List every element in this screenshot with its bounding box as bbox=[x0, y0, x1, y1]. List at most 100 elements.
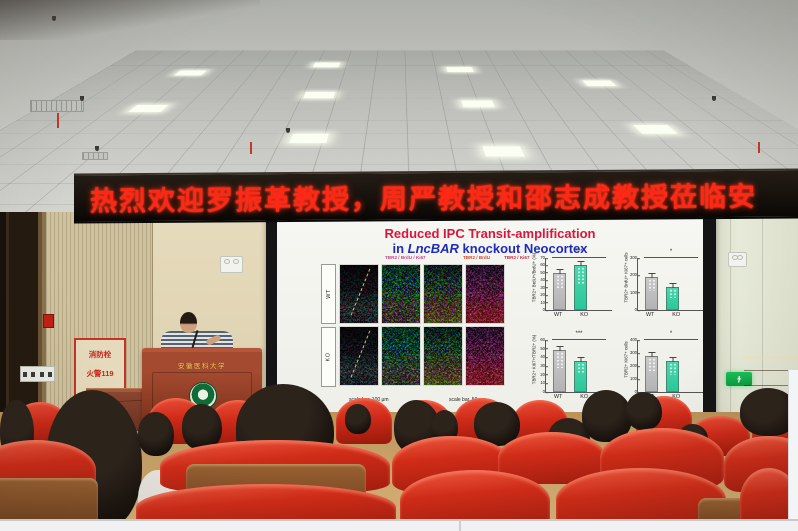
fire-pipe bbox=[758, 142, 760, 153]
stain-label: TBR2 / Ki67 bbox=[504, 255, 530, 260]
axis-tick: 200 bbox=[630, 272, 640, 278]
audience-head bbox=[474, 402, 520, 446]
running-man-icon bbox=[736, 375, 742, 383]
axis-tick: 300 bbox=[630, 255, 640, 261]
slide: Reduced IPC Transit-amplification in Lnc… bbox=[277, 219, 703, 413]
significance-stars: *** bbox=[552, 331, 606, 340]
bar-wt bbox=[645, 355, 658, 392]
fluorescence-panel bbox=[423, 326, 463, 386]
fluorescence-panel bbox=[339, 326, 379, 386]
side-door bbox=[0, 212, 46, 418]
bar-wt bbox=[645, 277, 658, 310]
chart-brdu-ratio: TBR2+ BrdU+/BrdU+ (%) *** 0 10 20 30 40 50 60 7… bbox=[517, 249, 612, 325]
bar-wt bbox=[553, 272, 566, 310]
plot-area: * 0 100 200 300 400 bbox=[630, 331, 703, 394]
stain-label: TBR2 / BrdU bbox=[463, 255, 491, 260]
axis-tick: 50 bbox=[536, 270, 548, 275]
bar-ko bbox=[666, 361, 679, 392]
sprinkler-icon bbox=[286, 128, 290, 133]
audience-head bbox=[626, 392, 662, 430]
axis-tick: 60 bbox=[536, 337, 548, 342]
ceiling-light-panel bbox=[303, 91, 336, 99]
plot-area: *** 0 10 20 30 40 50 60 bbox=[540, 331, 612, 394]
ceiling-light-panel bbox=[482, 146, 525, 157]
ceiling-vent bbox=[30, 100, 84, 112]
university-name: 安徽医科大学 bbox=[178, 363, 226, 370]
light-switch-panel bbox=[20, 366, 55, 382]
audience-head bbox=[182, 404, 222, 450]
banner-text: 热烈欢迎罗振革教授，周严教授和邵志成教授莅临安 bbox=[90, 181, 757, 216]
axis-tick: 60 bbox=[536, 263, 548, 268]
ceiling-light-panel bbox=[633, 125, 678, 134]
axis-tick: 300 bbox=[630, 350, 640, 356]
bar-chart-grid: TBR2+ BrdU+/BrdU+ (%) *** 0 10 20 30 40 50 60 7… bbox=[517, 249, 703, 407]
significance-stars: *** bbox=[552, 249, 606, 258]
led-banner-marquee: 热烈欢迎罗振革教授，周严教授和邵志成教授莅临安 bbox=[74, 168, 798, 224]
fluorescence-panel bbox=[381, 326, 421, 386]
slide-title-line1: Reduced IPC Transit-amplification bbox=[384, 226, 596, 241]
audience-head bbox=[138, 412, 174, 456]
fire-alarm-box bbox=[43, 314, 54, 328]
photo-right-border bbox=[788, 370, 798, 520]
ceiling-light-panel bbox=[174, 70, 207, 76]
axis-tick: 50 bbox=[536, 346, 548, 351]
ceiling-light-panel bbox=[582, 80, 617, 87]
fire-alarm-number: 火警119 bbox=[86, 369, 114, 378]
sprinkler-icon bbox=[95, 146, 99, 151]
axis-tick: 20 bbox=[536, 292, 548, 297]
chart-brdu-ki67-cells: TBR2+ BrdU+ Ki67+ cells * 0 100 200 300 WT K… bbox=[609, 249, 703, 325]
microscopy-figure: TBR2 / BrdU / Ki67 TBR2 / BrdU TBR2 / Ki… bbox=[321, 255, 530, 411]
row-label-ko: KO bbox=[321, 327, 336, 387]
projection-screen: Reduced IPC Transit-amplification in Lnc… bbox=[266, 210, 716, 423]
axis-tick: 200 bbox=[630, 363, 640, 369]
axis-tick: 70 bbox=[536, 255, 548, 260]
ceiling-light-panel bbox=[128, 104, 169, 113]
fluorescence-panel bbox=[423, 264, 463, 324]
plot-area: * 0 100 200 300 bbox=[630, 249, 703, 312]
fluorescence-panel bbox=[465, 326, 505, 386]
stain-label: TBR2 / BrdU / Ki67 bbox=[385, 255, 426, 260]
fluorescence-panel bbox=[381, 264, 421, 324]
ac-control-panel bbox=[220, 256, 243, 273]
fire-pipe bbox=[57, 113, 59, 128]
plot-area: *** 0 10 20 30 40 50 60 70 bbox=[540, 249, 612, 312]
ceiling-vent bbox=[82, 152, 108, 160]
row-label-wt: WT bbox=[321, 264, 336, 324]
wall-seam bbox=[730, 212, 731, 430]
fire-pipe bbox=[250, 142, 252, 154]
ceiling-light-panel bbox=[289, 133, 329, 144]
slide-title: Reduced IPC Transit-amplification in Lnc… bbox=[277, 226, 703, 256]
chart-ki67-ratio: TBR2+ Ki67+/TBR2+ (%) *** 0 10 20 30 40 50 60 … bbox=[517, 331, 612, 407]
axis-tick: 100 bbox=[630, 376, 640, 382]
slide-title-line2: in LncBAR knockout Neocortex bbox=[392, 241, 588, 256]
axis-tick: 0 bbox=[628, 307, 640, 312]
wall-seam bbox=[762, 212, 763, 430]
axis-tick: 40 bbox=[536, 355, 548, 360]
bar-ko bbox=[666, 287, 679, 310]
axis-tick: 100 bbox=[630, 289, 640, 295]
axis-tick: 40 bbox=[536, 277, 548, 282]
bar-ko bbox=[574, 360, 587, 392]
axis-tick: 30 bbox=[536, 285, 548, 290]
ceiling-light-panel bbox=[312, 62, 341, 68]
axis-tick: 10 bbox=[536, 381, 548, 386]
fluorescence-panel bbox=[465, 264, 505, 324]
bar-ko bbox=[574, 265, 587, 310]
significance-stars: * bbox=[644, 249, 698, 258]
axis-tick: 10 bbox=[536, 300, 548, 305]
bottom-border-divider bbox=[459, 519, 461, 531]
microscopy-grid bbox=[339, 264, 505, 386]
fluorescence-panel bbox=[339, 264, 379, 324]
ceiling-light-panel bbox=[461, 100, 495, 108]
ac-control-panel bbox=[728, 252, 747, 267]
axis-tick: 0 bbox=[536, 389, 548, 394]
audience-head bbox=[345, 404, 371, 434]
axis-tick: 0 bbox=[536, 307, 548, 312]
bar-wt bbox=[553, 350, 566, 392]
sprinkler-icon bbox=[712, 96, 716, 101]
speaker-head bbox=[180, 312, 197, 333]
ceiling-light-panel bbox=[446, 67, 474, 72]
